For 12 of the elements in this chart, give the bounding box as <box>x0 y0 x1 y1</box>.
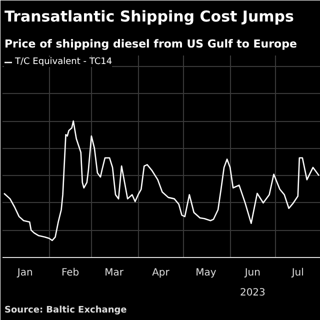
chart-subtitle: Price of shipping diesel from US Gulf to Europe <box>4 38 297 50</box>
x-tick-label: Feb <box>61 268 80 278</box>
chart-title: Transatlantic Shipping Cost Jumps <box>4 8 294 26</box>
source-note: Source: Baltic Exchange <box>4 306 127 316</box>
x-tick-label: Jul <box>290 268 304 278</box>
x-tick-label: May <box>196 268 216 278</box>
legend-label: T/C Equivalent - TC14 <box>15 57 112 67</box>
x-tick-label: Apr <box>152 268 170 278</box>
x-tick-label: Jan <box>16 268 33 278</box>
text: 2023 <box>240 288 266 298</box>
x-tick-label: Mar <box>104 268 124 278</box>
x-tick-label: Jun <box>244 268 260 278</box>
